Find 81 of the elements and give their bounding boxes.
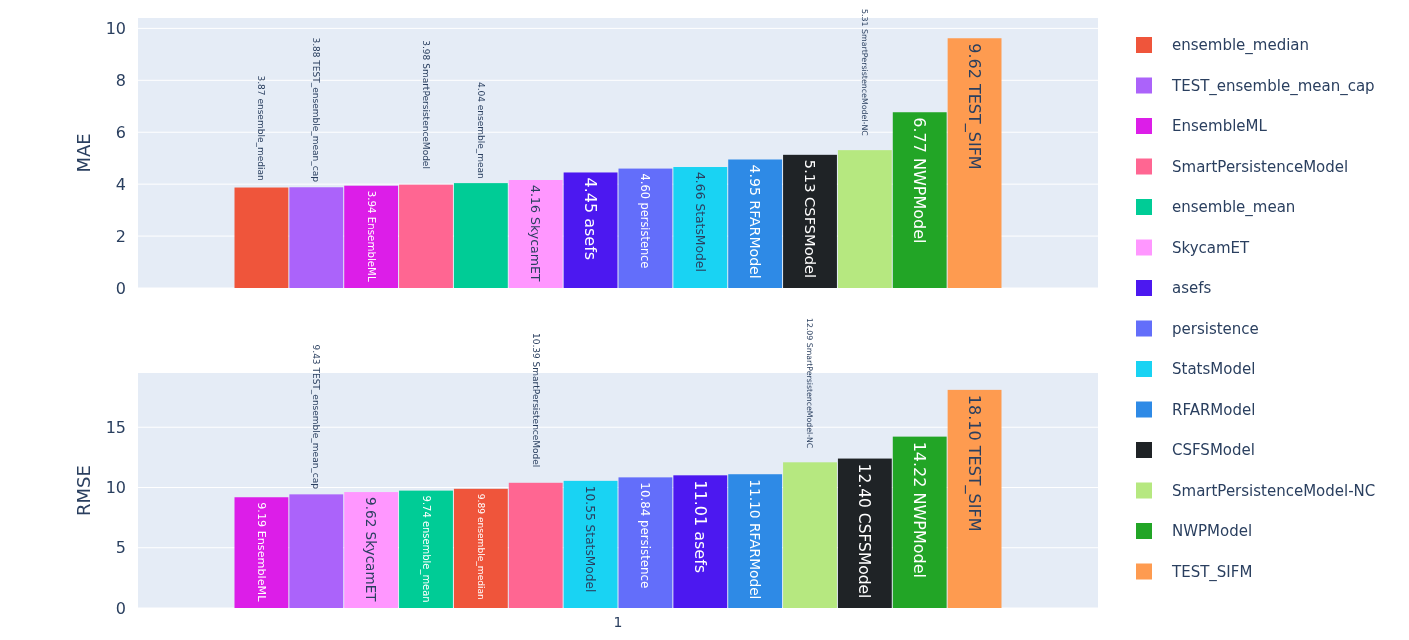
bar <box>673 475 728 608</box>
legend-label: ensemble_mean <box>1172 198 1296 218</box>
y-tick-label: 6 <box>115 122 126 142</box>
text: 5.13 CSFSModel <box>801 159 819 279</box>
legend-label: persistence <box>1172 319 1259 338</box>
legend-label: SkycamET <box>1172 238 1251 257</box>
bar <box>453 183 508 288</box>
y-tick-label: 15 <box>105 417 126 437</box>
legend-label: RFARModel <box>1172 400 1256 419</box>
legend-label: StatsModel <box>1172 360 1256 379</box>
legend-label: ensemble_median <box>1172 36 1310 56</box>
text: 9.89 ensemble_median <box>475 493 486 600</box>
bar <box>234 497 289 608</box>
y-axis-title: MAE <box>73 133 94 173</box>
bar <box>618 168 673 288</box>
y-tick-label: 4 <box>115 174 126 194</box>
text: 3.87 ensemble_median <box>256 75 267 181</box>
y-tick-label: 0 <box>115 598 126 618</box>
bar <box>673 167 728 288</box>
text: 4.04 ensemble_mean <box>475 81 486 179</box>
bar <box>563 172 618 288</box>
legend-label: TEST_SIFM <box>1171 562 1253 582</box>
y-tick-label: 8 <box>115 70 126 90</box>
text: 3.94 EnsembleML <box>365 190 378 282</box>
y-tick-label: 10 <box>105 18 126 38</box>
text: 10.39 SmartPersistenceModel <box>530 332 541 468</box>
legend-label: TEST_ensemble_mean_cap <box>1171 76 1375 96</box>
bar <box>289 494 344 608</box>
text: 10.84 persistence <box>638 482 653 589</box>
text: 4.66 StatsModel <box>692 172 707 272</box>
bar <box>508 180 563 288</box>
text: 9.19 EnsembleML <box>254 502 268 602</box>
text: 14.22 NWPModel <box>910 441 930 579</box>
text: 10.55 StatsModel <box>583 485 598 593</box>
text: 11.01 asefs <box>690 480 710 574</box>
text: 12.40 CSFSModel <box>855 463 874 599</box>
text: 4.16 SkycamET <box>528 185 544 282</box>
bar <box>289 187 344 288</box>
text: 3.98 SmartPersistenceModel <box>420 40 431 169</box>
bar <box>618 477 673 608</box>
legend-label: CSFSModel <box>1172 441 1255 460</box>
bar <box>508 482 563 608</box>
bar <box>783 462 837 608</box>
text: 9.62 TEST_SIFM <box>964 43 984 170</box>
legend-label: SmartPersistenceModel <box>1172 157 1349 176</box>
bar <box>892 436 947 608</box>
text: 4.60 persistence <box>638 173 653 269</box>
bar <box>234 187 289 288</box>
bar <box>399 184 453 288</box>
y-tick-label: 10 <box>105 478 126 498</box>
text: 4.95 RFARModel <box>747 164 764 279</box>
bar <box>783 154 837 288</box>
y-tick-label: 2 <box>115 226 126 246</box>
bar <box>563 480 618 608</box>
bar <box>837 150 892 288</box>
text: 3.88 TEST_ensemble_mean_cap <box>311 37 322 182</box>
legend-label: SmartPersistenceModel-NC <box>1172 481 1376 500</box>
legend-label: asefs <box>1172 279 1212 298</box>
bar <box>837 458 892 608</box>
bar <box>947 38 1002 288</box>
text: 11.10 RFARModel <box>747 479 764 600</box>
y-tick-label: 5 <box>115 538 126 558</box>
bar <box>453 488 508 608</box>
bar <box>728 474 783 608</box>
bar <box>947 389 1002 608</box>
legend-label: NWPModel <box>1172 522 1253 541</box>
bar <box>344 492 399 608</box>
bar <box>344 185 399 288</box>
text: 18.10 TEST_SIFM <box>964 394 984 532</box>
text: 9.62 SkycamET <box>363 497 380 602</box>
x-tick-label: 1 <box>613 613 623 630</box>
text: 9.74 ensemble_mean <box>420 495 432 603</box>
legend-label: EnsembleML <box>1172 117 1268 136</box>
y-tick-label: 0 <box>115 278 126 298</box>
text: 6.77 NWPModel <box>910 117 930 244</box>
bar <box>728 159 783 288</box>
y-axis-title: RMSE <box>73 465 94 516</box>
text: 9.43 TEST_ensemble_mean_cap <box>311 344 322 490</box>
text: 4.45 asefs <box>580 177 600 261</box>
bar <box>399 490 453 608</box>
bar <box>892 112 947 288</box>
